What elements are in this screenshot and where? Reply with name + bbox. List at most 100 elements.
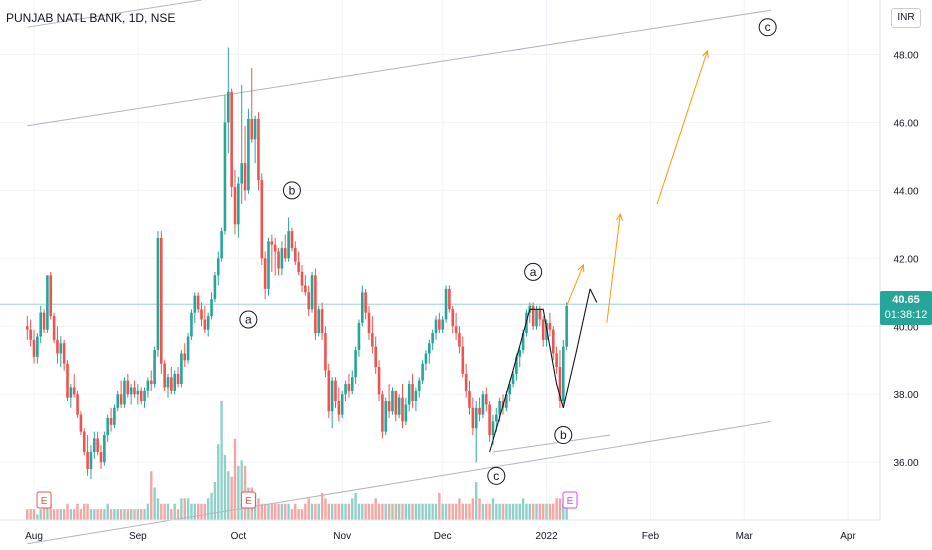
candle (39, 305, 42, 344)
candle (417, 377, 421, 398)
candle-body (203, 319, 207, 330)
candle-body (213, 275, 217, 300)
volume-bar (431, 503, 434, 520)
volume-bar (347, 503, 351, 520)
wave-path-tail[interactable] (589, 288, 598, 303)
wave-label-c[interactable]: c (758, 18, 777, 37)
candle-body (163, 363, 166, 388)
candle (143, 387, 146, 408)
volume-bar (176, 509, 180, 520)
volume-bar (300, 509, 304, 520)
volume-bar (357, 503, 361, 520)
trendline[interactable] (492, 434, 611, 453)
candle-body (86, 452, 89, 470)
earnings-marker[interactable]: E (562, 491, 578, 509)
wave-label-a[interactable]: a (239, 310, 258, 329)
volume-bar (374, 498, 377, 520)
candle (330, 377, 334, 429)
candle (52, 312, 56, 344)
volume-bar (464, 503, 468, 520)
wave-labels[interactable]: a b c a b c (239, 18, 777, 485)
time-axis[interactable]: Aug Sep Oct Nov Dec 2022 Feb Mar Apr (25, 531, 856, 542)
projection-arrow[interactable] (656, 50, 708, 205)
candle-body (555, 353, 558, 368)
candle-body (387, 401, 391, 412)
candle (397, 394, 401, 419)
volume-bar (129, 509, 133, 520)
candle (173, 370, 176, 395)
symbol-title[interactable]: PUNJAB NATL BANK, 1D, NSE (6, 11, 176, 25)
candle (139, 387, 143, 405)
trendlines[interactable] (0, 0, 880, 545)
trendline[interactable] (27, 9, 772, 127)
candle-body (535, 309, 538, 327)
volume-bar (93, 509, 96, 520)
candle-body (518, 350, 522, 357)
volume-bar (304, 503, 307, 520)
volume-bar (542, 503, 545, 520)
volume-bar (531, 503, 535, 520)
projection-arrow[interactable] (606, 214, 621, 323)
currency-button[interactable]: INR (891, 8, 921, 28)
projection-arrow[interactable] (566, 264, 584, 307)
candle (270, 234, 274, 272)
volume-bar (421, 503, 424, 520)
projection-arrow-head[interactable] (577, 264, 585, 273)
candle (260, 173, 264, 266)
wave-label-text: a (245, 312, 252, 326)
price-axis[interactable]: 36.00 38.00 40.00 42.00 44.00 46.00 48.00 (893, 50, 918, 469)
volume-bar (136, 509, 140, 520)
volume-bar (518, 503, 521, 520)
earnings-marker[interactable]: E (36, 491, 52, 509)
volume-bar (397, 503, 401, 520)
earnings-marker[interactable]: E (240, 491, 256, 509)
candle-body (89, 452, 93, 470)
candle (153, 346, 156, 388)
candle (381, 390, 384, 439)
wave-path[interactable] (489, 288, 591, 453)
candle (294, 241, 297, 266)
candle-body (223, 122, 227, 232)
candle (354, 346, 357, 385)
candle-body (391, 390, 394, 412)
volume-bar (42, 503, 46, 520)
candle (454, 312, 458, 340)
projection-arrow-head[interactable] (616, 212, 623, 221)
candle-body (374, 346, 377, 368)
time-tick-label: Apr (840, 531, 856, 542)
volume-bar (528, 503, 531, 520)
wave-label-c[interactable]: c (487, 466, 506, 485)
candle-body (431, 333, 434, 344)
trendline[interactable] (27, 0, 202, 28)
volume-bar (140, 509, 143, 520)
candle (213, 271, 217, 303)
candle (203, 305, 207, 334)
wave-label-a[interactable]: a (524, 262, 543, 281)
wave-drawings[interactable] (489, 49, 709, 453)
volume-bar (441, 503, 444, 520)
candle-body (119, 394, 123, 405)
candle (434, 316, 438, 340)
volume-bar (153, 487, 156, 520)
candle-body (29, 329, 32, 340)
candle (387, 384, 391, 419)
candle-body (361, 292, 364, 323)
projection-arrow-head[interactable] (702, 49, 709, 58)
volume-bar (451, 503, 454, 520)
candle-body (505, 394, 508, 408)
wave-label-b[interactable]: b (282, 181, 301, 200)
candle (287, 217, 290, 262)
candle-body (371, 333, 374, 347)
candle-body (484, 394, 488, 405)
wave-label-b[interactable]: b (554, 426, 573, 445)
volume-bar (320, 492, 324, 520)
candle-body (180, 353, 183, 385)
volume-bar (173, 503, 176, 520)
volume-bar (49, 503, 52, 520)
price-tick-label: 46.00 (893, 118, 918, 129)
trendline[interactable] (27, 420, 772, 545)
volume-bar (280, 503, 284, 520)
candle (283, 234, 287, 262)
